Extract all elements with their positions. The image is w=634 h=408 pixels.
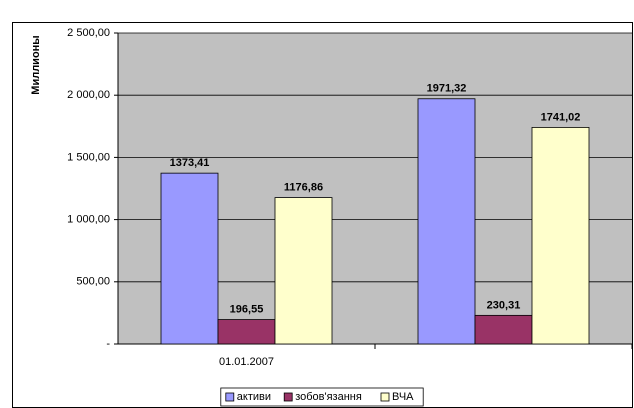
value-label: 1176,86 — [284, 182, 323, 194]
bar — [217, 319, 276, 345]
y-tick-label: 2 500,00 — [67, 27, 110, 39]
legend-label: активи — [237, 391, 271, 403]
y-tick-label: 500,00 — [76, 276, 110, 288]
legend-swatch — [380, 392, 390, 402]
legend-label: зобов'язання — [295, 391, 362, 403]
legend-box — [220, 387, 424, 407]
value-label: 196,55 — [230, 303, 264, 315]
y-tick-label: 2 000,00 — [67, 89, 110, 101]
bar — [274, 197, 333, 345]
bar — [474, 314, 533, 345]
value-label: 1741,02 — [541, 111, 581, 123]
y-axis-label: Миллионы — [30, 35, 42, 94]
y-tick-label: 1 500,00 — [67, 151, 110, 163]
bar — [531, 127, 590, 345]
x-tick-label: 01.01.2007 — [219, 356, 274, 368]
bar — [417, 98, 476, 345]
y-tick-label: 1 000,00 — [67, 214, 110, 226]
y-tick-label: - — [106, 338, 110, 350]
legend-label: ВЧА — [392, 391, 414, 403]
value-label: 1373,41 — [170, 157, 210, 169]
bar — [160, 172, 219, 345]
value-label: 230,31 — [487, 299, 521, 311]
legend-swatch — [283, 392, 293, 402]
legend-swatch — [225, 392, 235, 402]
value-label: 1971,32 — [427, 83, 467, 95]
